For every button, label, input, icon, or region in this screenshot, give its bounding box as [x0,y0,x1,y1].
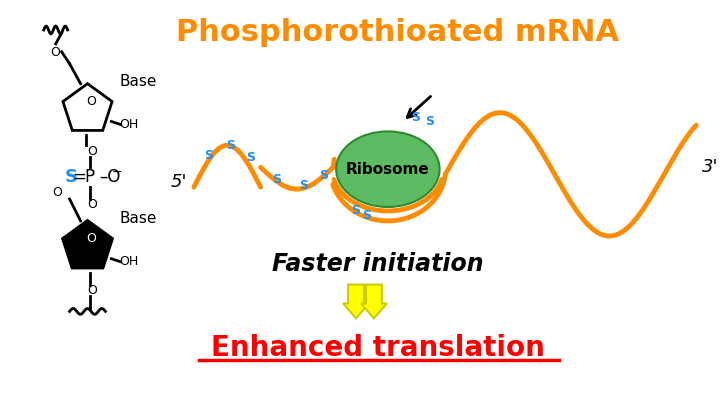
Text: Enhanced translation: Enhanced translation [211,334,545,362]
Text: O: O [88,145,97,158]
Text: OH: OH [120,118,139,131]
Text: 5': 5' [171,173,187,191]
Polygon shape [63,221,112,268]
Text: O: O [53,186,63,199]
FancyArrow shape [343,284,369,318]
Text: O: O [50,46,60,59]
Text: Phosphorothioated mRNA: Phosphorothioated mRNA [176,18,619,47]
Text: P: P [84,168,94,186]
Text: S: S [204,149,213,162]
Text: O: O [88,199,97,212]
Text: Base: Base [120,74,157,89]
Text: S: S [272,173,281,186]
Text: O: O [88,284,97,297]
Text: 3': 3' [702,158,719,176]
Ellipse shape [336,131,440,207]
Text: S: S [299,179,308,192]
Text: Faster initiation: Faster initiation [272,252,484,276]
Text: OH: OH [120,255,139,268]
Text: S: S [246,151,255,164]
Text: –O: –O [99,168,121,186]
Text: S: S [425,115,434,128]
Text: S: S [411,111,420,124]
Text: S: S [319,168,328,182]
Text: S: S [351,204,361,217]
Text: −: − [112,166,122,179]
Text: =: = [73,168,86,186]
Text: O: O [86,95,96,108]
Text: S: S [226,139,235,152]
FancyArrow shape [361,284,387,318]
Text: Ribosome: Ribosome [346,162,430,177]
Text: Base: Base [120,211,157,226]
Text: O: O [86,232,96,245]
Text: S: S [362,210,372,223]
Polygon shape [63,84,112,130]
Text: S: S [65,168,78,186]
